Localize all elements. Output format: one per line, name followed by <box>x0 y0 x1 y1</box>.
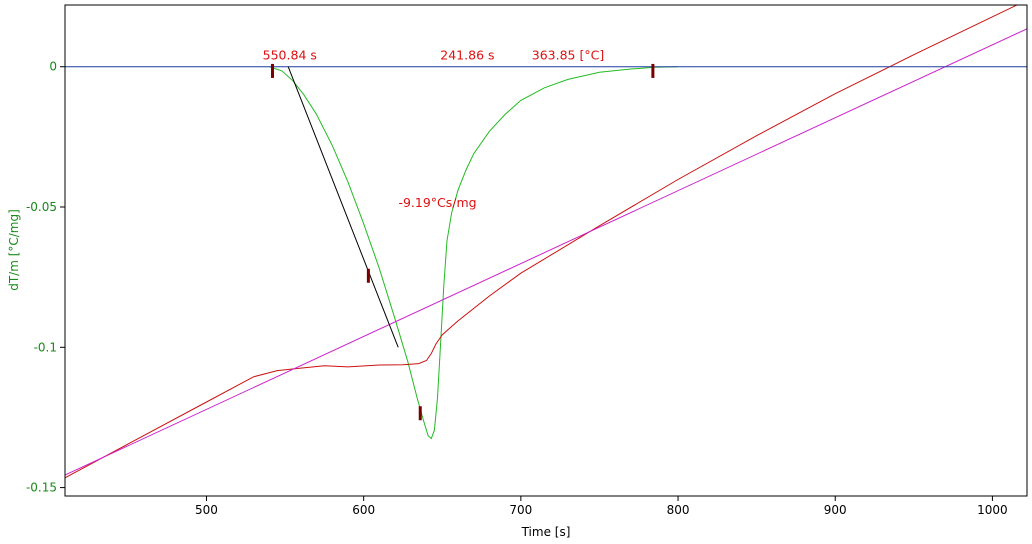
x-axis-title: Time [s] <box>521 525 571 539</box>
annotation-label: 241.86 s <box>440 48 494 63</box>
x-tick-label: 900 <box>824 503 847 517</box>
series-line-1 <box>65 5 1019 479</box>
evaluation-marker <box>651 63 655 78</box>
series-line-4 <box>287 66 399 348</box>
annotation-label: -9.19°Cs/mg <box>398 195 476 210</box>
series-line-2 <box>65 28 1027 476</box>
evaluation-marker <box>366 268 370 283</box>
x-tick-label: 700 <box>509 503 532 517</box>
y-tick-label: -0.15 <box>26 481 57 495</box>
evaluation-marker <box>418 406 422 421</box>
y-tick-label: -0.05 <box>26 200 57 214</box>
series-line-0 <box>269 66 679 440</box>
y-tick-label: -0.1 <box>34 340 57 354</box>
x-tick-label: 800 <box>667 503 690 517</box>
annotation-label: 363.85 [°C] <box>532 48 604 63</box>
annotation-label: 550.84 s <box>263 48 317 63</box>
evaluation-marker <box>270 63 274 78</box>
x-tick-label: 500 <box>195 503 218 517</box>
plot-frame <box>64 4 1028 497</box>
y-tick-label: 0 <box>49 60 57 74</box>
x-tick-label: 600 <box>352 503 375 517</box>
y-axis-title: dT/m [°C/mg] <box>7 209 21 291</box>
x-tick-label: 1000 <box>977 503 1008 517</box>
